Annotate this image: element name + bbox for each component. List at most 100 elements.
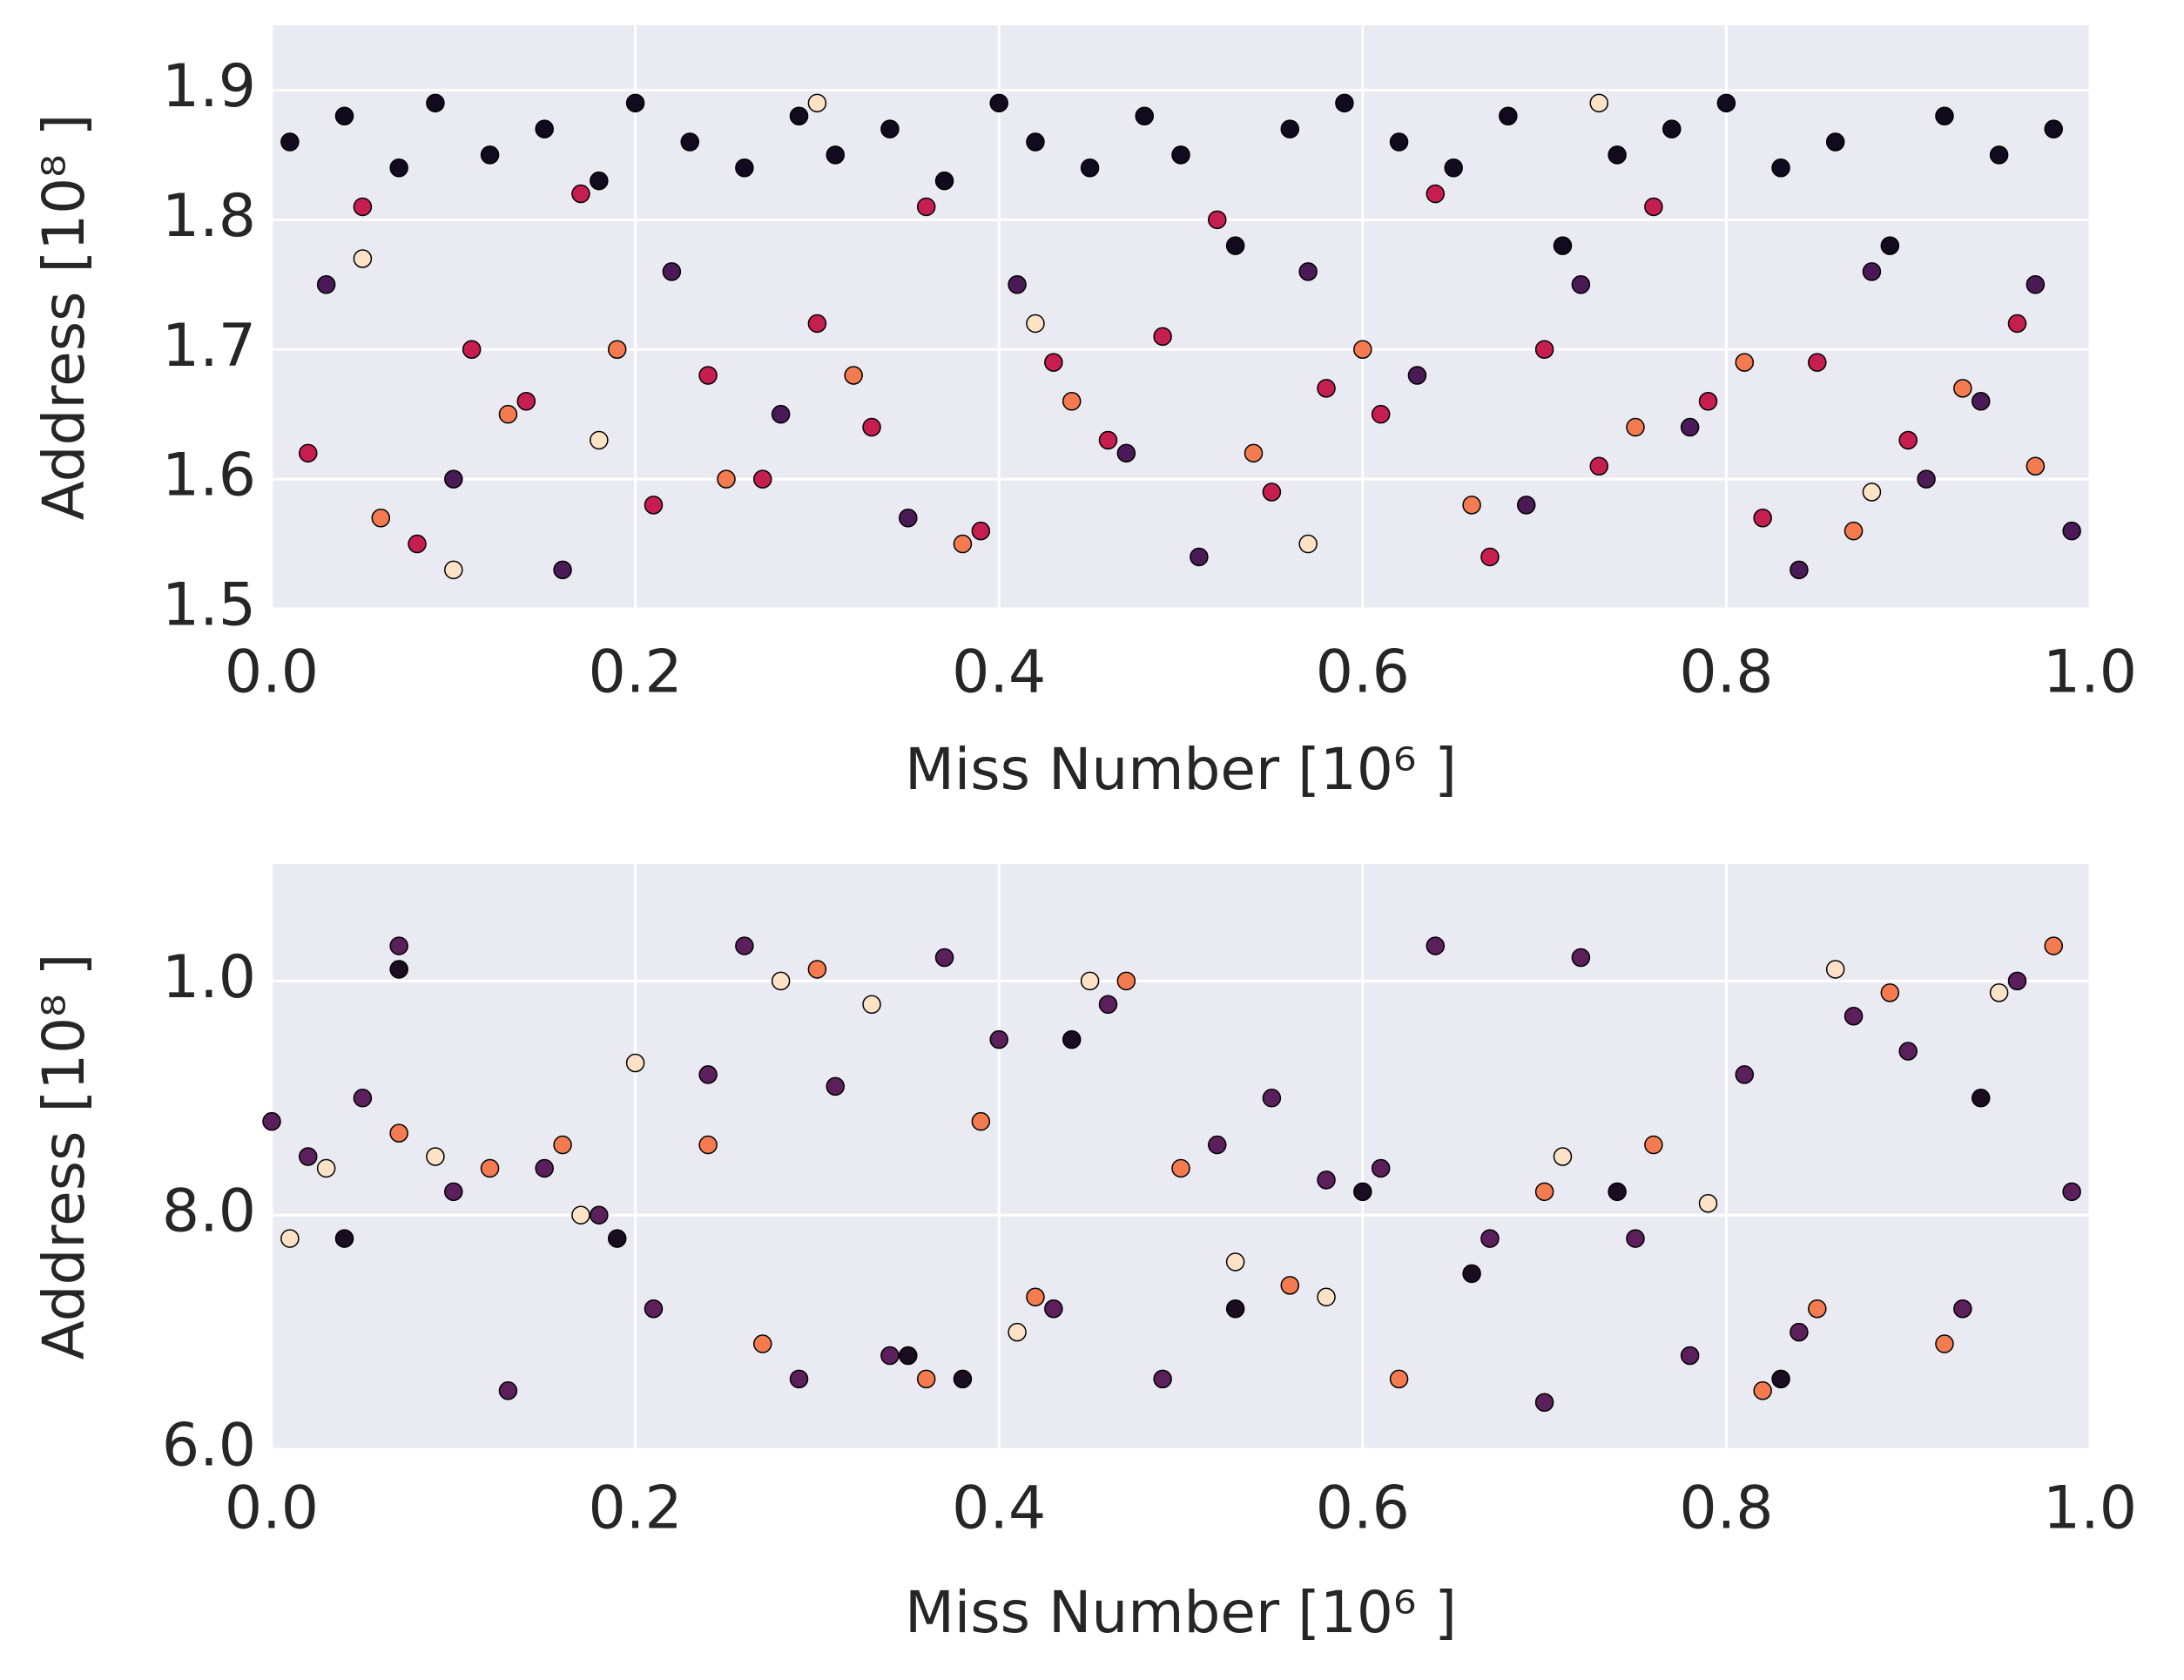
x-tick-label: 0.6 [1316, 638, 1410, 707]
point [1080, 159, 1100, 178]
point [698, 1065, 718, 1084]
point [1953, 379, 1972, 398]
point [1225, 236, 1245, 255]
point [1462, 496, 1481, 515]
point [862, 995, 881, 1015]
point [426, 93, 445, 113]
point [1898, 430, 1918, 450]
point [1407, 366, 1427, 385]
point [571, 184, 590, 204]
point [1989, 145, 2009, 165]
x-axis-label: Miss Number [10⁶ ] [905, 736, 1457, 803]
point [1935, 106, 1954, 125]
point [1571, 948, 1591, 968]
point [753, 1334, 772, 1353]
point [553, 1135, 572, 1155]
point [1698, 392, 1718, 411]
point [1862, 482, 1882, 502]
y-tick-label: 1.7 [162, 312, 256, 381]
point [299, 443, 318, 463]
point [1153, 327, 1172, 347]
point [753, 469, 772, 489]
point [1935, 1334, 1954, 1353]
point [444, 1182, 463, 1202]
point [1716, 93, 1736, 113]
point [1735, 1065, 1755, 1084]
point [1589, 456, 1608, 476]
y-tick-label: 6.0 [162, 1412, 256, 1481]
point [1044, 353, 1063, 372]
y-axis-label: Address [10⁸ ] [30, 114, 98, 521]
point [2007, 314, 2027, 334]
point [880, 1346, 900, 1366]
point [1808, 353, 1827, 372]
point [516, 392, 536, 411]
point [1534, 340, 1554, 359]
point [807, 960, 827, 979]
point [1608, 1182, 1627, 1202]
plot-area [272, 25, 2090, 609]
point [1680, 417, 1700, 437]
point [916, 197, 936, 217]
point [353, 1089, 373, 1108]
point [1062, 1029, 1082, 1049]
point [1898, 1042, 1918, 1061]
point [1208, 210, 1227, 230]
point [1880, 983, 1900, 1002]
y-tick-label: 1.8 [162, 182, 256, 251]
x-tick-label: 0.8 [1679, 1474, 1773, 1543]
point [262, 1111, 281, 1131]
point [498, 1381, 518, 1400]
point [1225, 1252, 1245, 1272]
y-tick-label: 1.6 [162, 442, 256, 510]
point [280, 1229, 300, 1248]
point [1044, 1299, 1063, 1319]
x-tick-label: 0.2 [589, 638, 683, 707]
point [953, 534, 973, 554]
point [1244, 443, 1264, 463]
point [480, 1158, 500, 1178]
point [426, 1147, 445, 1166]
point [1698, 1194, 1718, 1213]
x-tick-label: 0.0 [225, 1474, 319, 1543]
point [1208, 1135, 1227, 1155]
point [571, 1205, 590, 1225]
point [1171, 145, 1190, 165]
point [1353, 340, 1372, 359]
point [899, 509, 918, 528]
point [807, 314, 827, 334]
y-tick-label: 1.5 [162, 571, 256, 640]
point [1753, 509, 1772, 528]
point [1516, 496, 1536, 515]
point [1317, 379, 1336, 398]
point [2062, 1182, 2081, 1202]
point [498, 404, 518, 424]
point [862, 417, 881, 437]
point [1735, 353, 1755, 372]
y-tick-label: 1.9 [162, 52, 256, 121]
point [1753, 1381, 1772, 1400]
point [971, 1111, 991, 1131]
point [989, 1029, 1008, 1049]
point [844, 366, 863, 385]
point [1008, 1322, 1027, 1342]
point [1480, 547, 1500, 567]
point [607, 1229, 627, 1248]
point [1626, 1229, 1645, 1248]
point [989, 93, 1008, 113]
point [1534, 1393, 1554, 1412]
point [590, 430, 609, 450]
point [444, 560, 463, 580]
point [789, 1369, 809, 1389]
x-tick-label: 0.2 [589, 1474, 683, 1543]
point [371, 509, 391, 528]
point [1825, 132, 1845, 152]
point [625, 93, 645, 113]
point [1116, 971, 1136, 991]
point [1571, 275, 1591, 294]
point [1190, 547, 1209, 567]
point [971, 521, 991, 541]
point [644, 496, 664, 515]
point [1317, 1287, 1336, 1307]
point [2062, 521, 2081, 541]
